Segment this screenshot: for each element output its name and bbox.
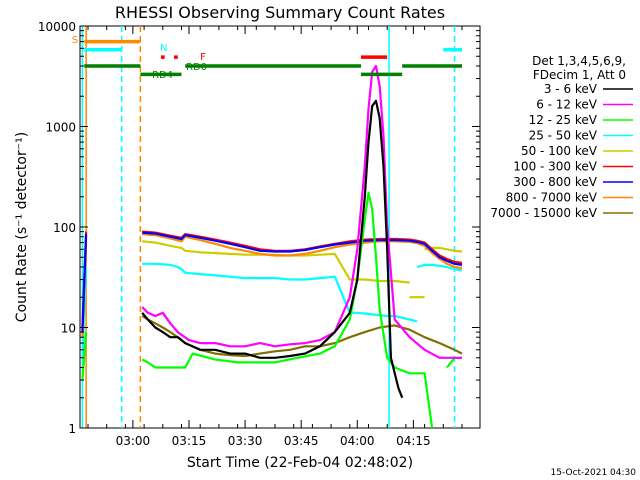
legend-header: FDecim 1, Att 0 (533, 68, 626, 82)
flag-s-label: S (72, 35, 78, 46)
x-tick-label: 03:45 (284, 434, 319, 448)
series-50-100-kev-line (142, 240, 410, 284)
vertical-lines (81, 26, 456, 428)
legend-entry-6-12-kev-label: 6 - 12 keV (536, 98, 598, 112)
legend-entry-100-300-kev-label: 100 - 300 keV (513, 160, 597, 174)
legend-entry-7000-15000-kev-label: 7000 - 15000 keV (490, 206, 597, 220)
series-800-7000-kev-line (142, 233, 463, 270)
flag-rd0-label: RD0 (186, 62, 207, 73)
series-25-50-kev-line (142, 262, 418, 323)
legend-entry-3-6-kev-label: 3 - 6 keV (544, 82, 598, 96)
legend-entry-12-25-kev-label: 12 - 25 keV (529, 113, 598, 127)
series-7000-15000-kev-line (141, 315, 463, 358)
y-tick-label: 10000 (38, 20, 76, 34)
x-tick-label: 03:30 (228, 434, 263, 448)
x-tick-label: 04:15 (396, 434, 431, 448)
series-300-800-kev-line (81, 234, 88, 333)
x-axis-label: Start Time (22-Feb-04 02:48:02) (187, 455, 413, 471)
chart-title: RHESSI Observing Summary Count Rates (115, 3, 445, 22)
series-12-25-kev-line (81, 332, 88, 381)
flag-f-label: F (200, 52, 206, 63)
legend-entry-25-50-kev-label: 25 - 50 keV (529, 129, 598, 143)
y-tick-label: 1000 (45, 121, 76, 135)
y-tick-label: 1 (68, 422, 76, 436)
legend-header: Det 1,3,4,5,6,9, (532, 54, 626, 68)
x-tick-label: 03:00 (116, 434, 151, 448)
legend-entry-300-800-kev-label: 300 - 800 keV (513, 175, 597, 189)
flag-rd4-label: RD4 (152, 70, 173, 81)
series-3-6-kev-line (141, 99, 404, 399)
x-tick-label: 04:00 (340, 434, 375, 448)
legend-entry-50-100-kev-label: 50 - 100 keV (521, 144, 598, 158)
series-300-800-kev-line (142, 231, 463, 266)
series-6-12-kev-line (141, 64, 462, 359)
tick-labels: 1 10 100 1000 10000 03:00 03:15 03:30 03:45 04:00… (38, 20, 480, 448)
series-25-50-kev-line (416, 263, 463, 272)
y-tick-label: 10 (61, 322, 76, 336)
legend-entry-800-7000-kev-label: 800 - 7000 keV (506, 191, 598, 205)
series-12-25-kev-line (141, 191, 434, 429)
flag-n-label: N (160, 43, 167, 54)
series-layer (81, 64, 463, 429)
x-tick-label: 03:15 (172, 434, 207, 448)
legend: Det 1,3,4,5,6,9,FDecim 1, Att 03 - 6 keV… (490, 54, 633, 220)
y-tick-label: 100 (53, 221, 76, 235)
footer-timestamp: 15-Oct-2021 04:30 (551, 468, 637, 478)
y-axis-label: Count Rate (s⁻¹ detector⁻¹) (14, 132, 30, 322)
